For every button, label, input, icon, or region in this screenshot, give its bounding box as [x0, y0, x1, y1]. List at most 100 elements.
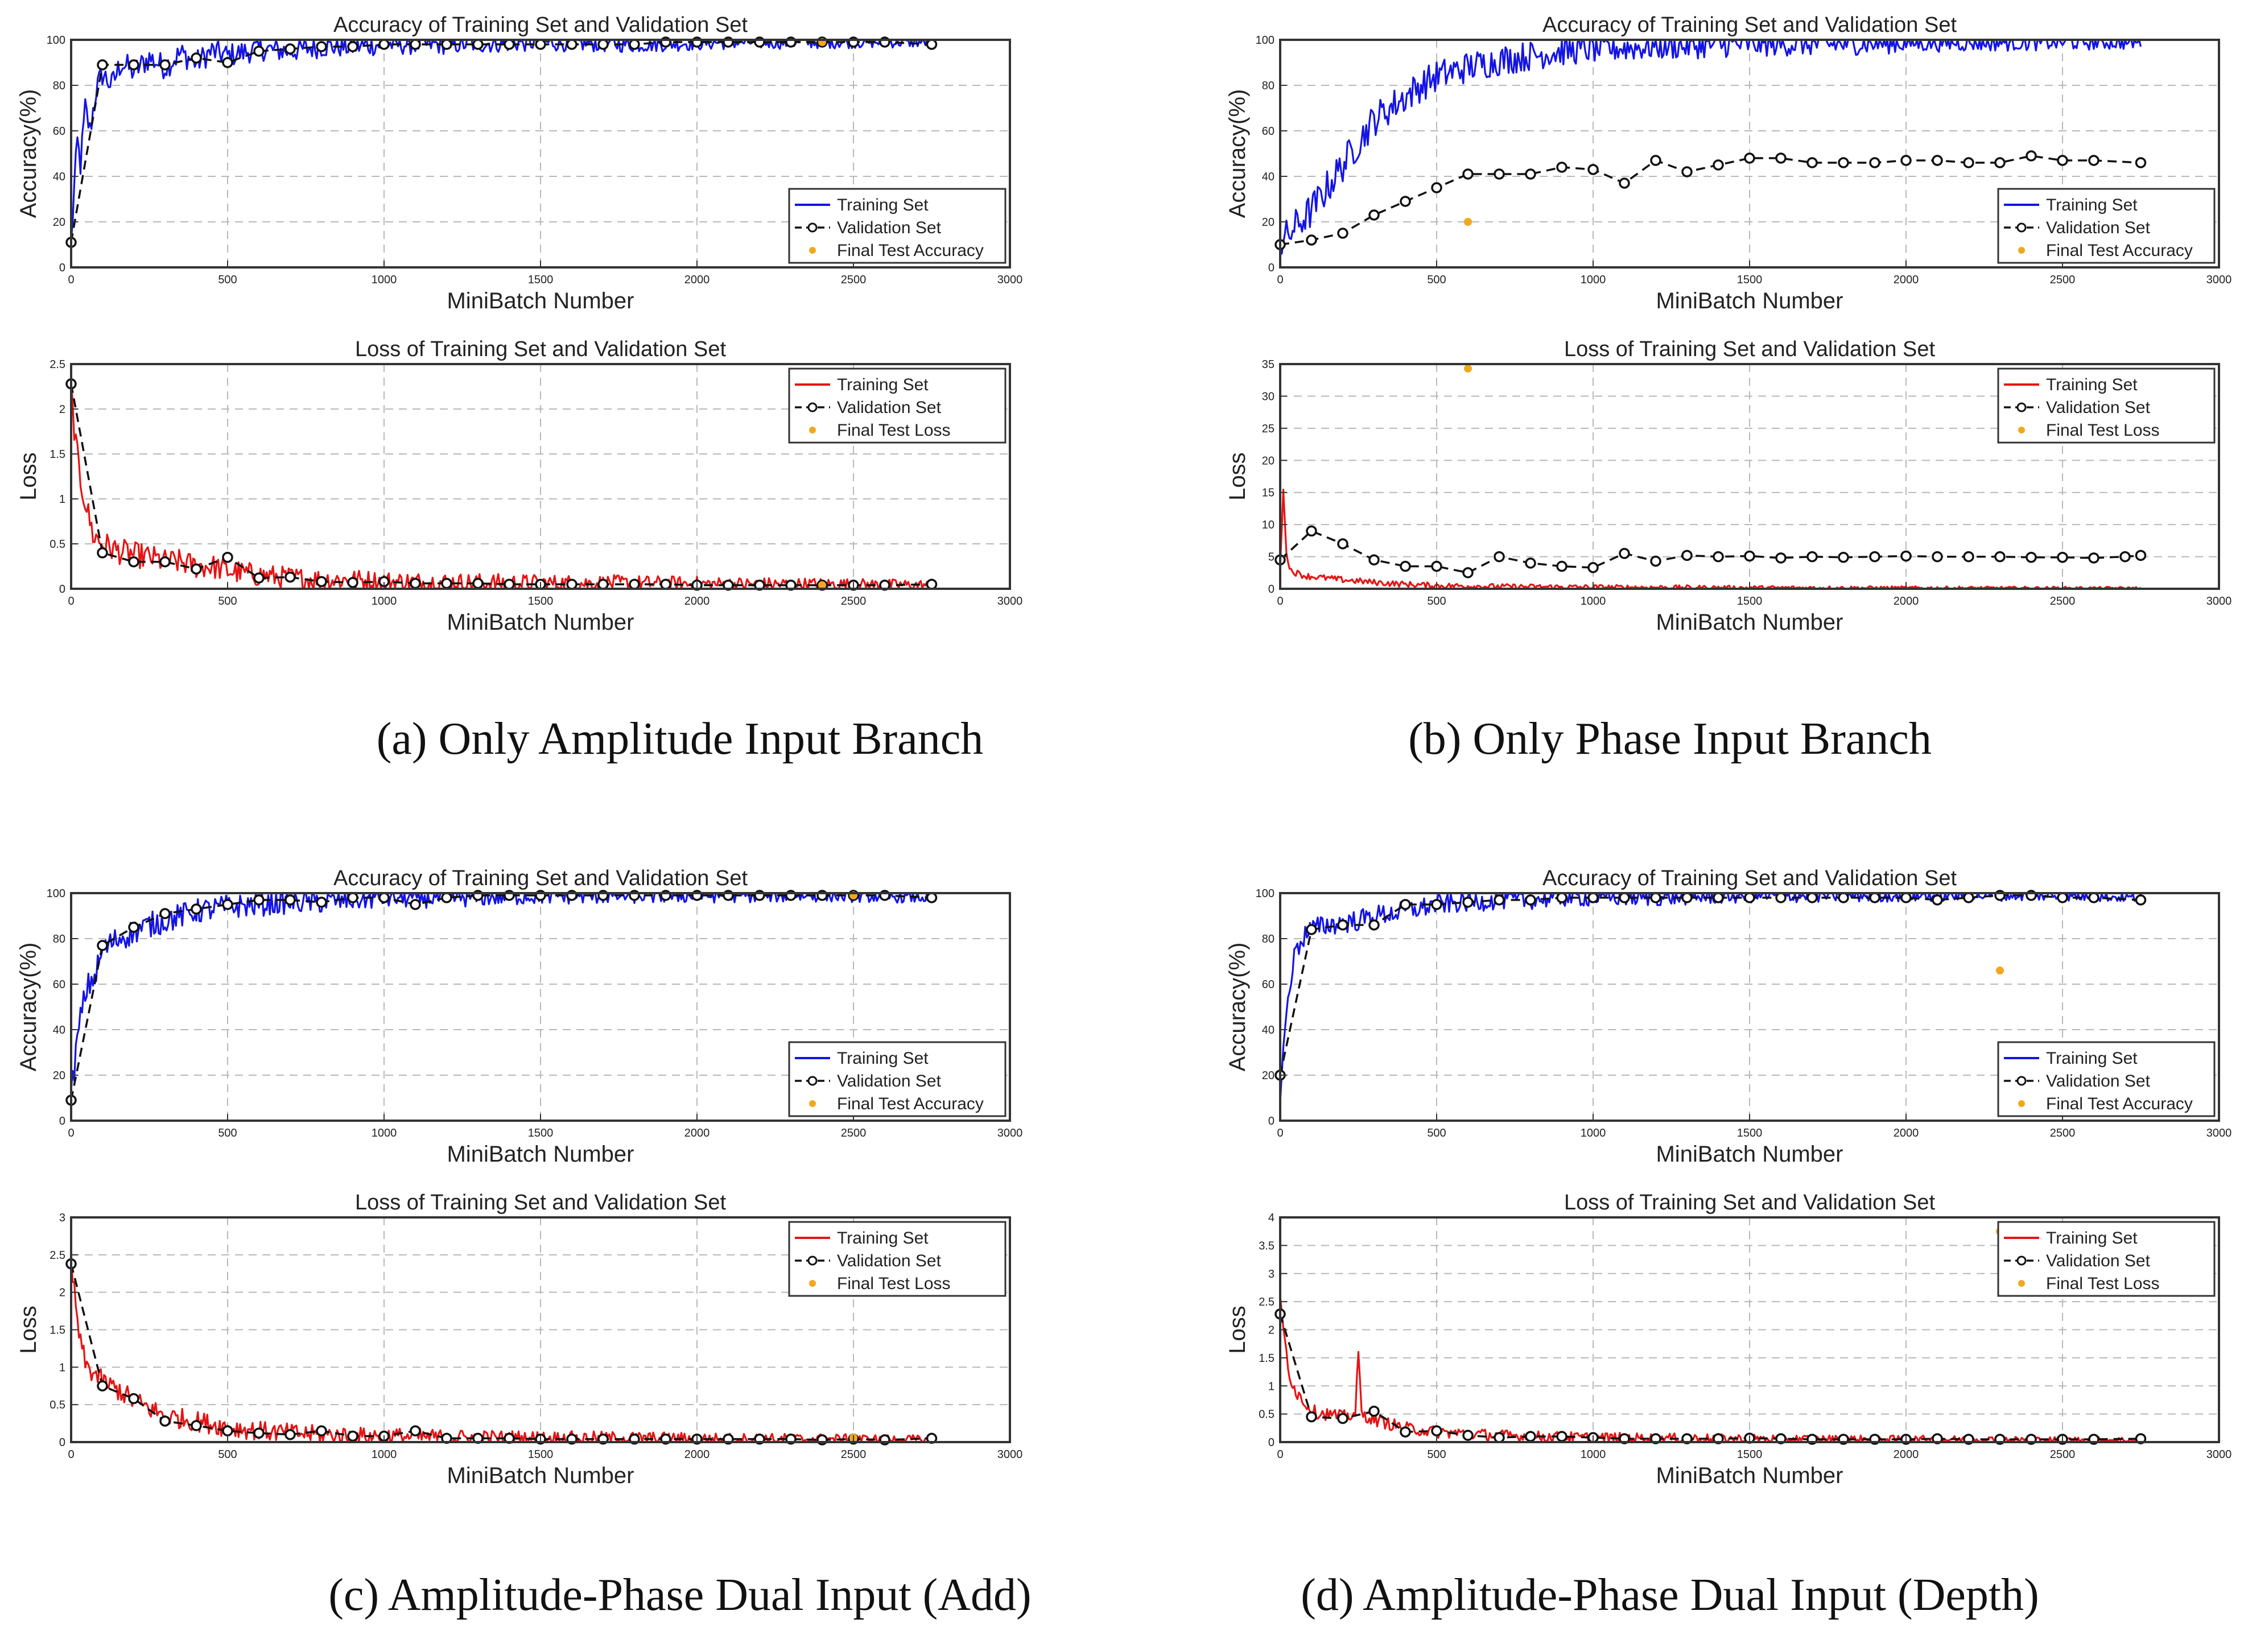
- validation-point: [1368, 919, 1380, 931]
- legend-label: Training Set: [837, 196, 929, 214]
- y-tick-label: 2.5: [50, 1249, 65, 1262]
- x-tick-label: 2500: [841, 274, 867, 286]
- x-tick-label: 1500: [528, 1448, 554, 1461]
- y-tick-label: 100: [47, 887, 65, 900]
- y-axis-label: Accuracy(%): [16, 89, 41, 218]
- validation-point: [504, 39, 515, 50]
- legend-box: [1997, 1221, 2216, 1297]
- validation-point: [1838, 892, 1849, 903]
- x-tick-label: 1000: [372, 1127, 397, 1139]
- validation-point: [472, 39, 484, 50]
- y-tick-label: 0: [59, 262, 65, 274]
- y-tick-label: 0: [59, 583, 65, 596]
- legend: Training Set Validation Set Final Test Los…: [788, 1221, 1006, 1297]
- legend-label: Final Test Loss: [837, 1274, 951, 1293]
- panel-title: Loss of Training Set and Validation Set: [355, 337, 726, 361]
- series-training-line: [1279, 39, 2142, 255]
- x-tick-label: 2000: [684, 1448, 710, 1461]
- series-validation-line: [70, 383, 932, 587]
- validation-point: [159, 1415, 171, 1427]
- legend-swatch-final-test: [809, 1100, 816, 1107]
- validation-point: [1462, 1430, 1474, 1441]
- panel-0-accuracy: 0 500 1000 1500 2000 2500 3000 0 20 40 60 80 100 Accu…: [16, 13, 1022, 313]
- x-tick-label: 2500: [841, 1448, 867, 1461]
- validation-point: [1806, 157, 1818, 168]
- validation-point: [2135, 157, 2147, 168]
- x-tick-label: 3000: [997, 274, 1023, 286]
- x-tick-label: 3000: [997, 1448, 1023, 1461]
- legend-swatch-final-test: [2018, 427, 2025, 433]
- validation-point: [1525, 168, 1536, 180]
- subfigure-caption: (b) Only Phase Input Branch: [1408, 714, 1932, 764]
- validation-point: [1368, 554, 1380, 565]
- legend-swatch-final-test: [2018, 247, 2025, 254]
- x-axis-label: MiniBatch Number: [1656, 288, 1843, 313]
- y-tick-label: 40: [53, 171, 65, 183]
- validation-point: [1681, 892, 1693, 903]
- validation-point: [2088, 552, 2099, 564]
- legend: Training Set Validation Set Final Test Acc…: [788, 188, 1006, 264]
- y-tick-label: 60: [53, 125, 65, 138]
- legend-label: Validation Set: [2046, 1072, 2151, 1091]
- validation-point: [284, 571, 296, 583]
- validation-point: [1932, 551, 1943, 563]
- legend: Training Set Validation Set Final Test Los…: [788, 367, 1006, 444]
- x-tick-label: 1000: [1581, 1127, 1606, 1139]
- legend-label: Validation Set: [837, 1072, 942, 1091]
- legend-label: Final Test Loss: [2046, 421, 2160, 440]
- x-tick-label: 500: [218, 274, 237, 286]
- x-tick-label: 3000: [997, 1127, 1023, 1139]
- legend-swatch-validation-marker: [807, 1076, 818, 1086]
- x-tick-label: 0: [68, 274, 74, 286]
- validation-point: [1525, 894, 1536, 906]
- validation-point: [441, 892, 452, 903]
- legend-label: Training Set: [2046, 1229, 2138, 1248]
- x-tick-label: 1000: [372, 274, 397, 286]
- legend: Training Set Validation Set Final Test Acc…: [1997, 188, 2216, 264]
- x-tick-label: 2000: [684, 595, 710, 608]
- panel-title: Accuracy of Training Set and Validation …: [333, 13, 748, 37]
- series-validation-line: [1279, 1314, 2141, 1440]
- x-tick-label: 500: [1427, 595, 1446, 608]
- y-axis-label: Loss: [1225, 452, 1250, 501]
- validation-point: [347, 577, 358, 588]
- validation-point: [1587, 164, 1599, 175]
- validation-point: [926, 39, 938, 50]
- x-tick-label: 1500: [1737, 1448, 1763, 1461]
- legend-swatch-validation-marker: [2016, 222, 2027, 233]
- legend-label: Final Test Accuracy: [2046, 241, 2193, 260]
- x-tick-label: 1500: [528, 1127, 554, 1139]
- y-tick-label: 100: [1256, 34, 1274, 47]
- validation-point: [1869, 892, 1880, 903]
- validation-point: [597, 579, 609, 590]
- validation-point: [1306, 1411, 1317, 1423]
- y-tick-label: 1: [1268, 1380, 1274, 1393]
- x-tick-label: 2000: [684, 1127, 710, 1139]
- validation-point: [97, 1380, 108, 1391]
- y-tick-label: 0: [59, 1115, 65, 1128]
- y-tick-label: 80: [1262, 933, 1274, 945]
- validation-point: [222, 1425, 233, 1436]
- legend-swatch-validation-marker: [2016, 1076, 2027, 1086]
- validation-point: [1869, 551, 1880, 563]
- validation-point: [1744, 550, 1755, 562]
- panel-title: Accuracy of Training Set and Validation …: [333, 866, 748, 890]
- y-tick-label: 5: [1268, 551, 1274, 564]
- legend-box: [1997, 188, 2216, 264]
- y-tick-label: 80: [53, 933, 65, 945]
- validation-point: [1775, 152, 1787, 164]
- x-tick-label: 3000: [2206, 274, 2232, 286]
- legend-swatch-validation-marker: [807, 222, 818, 233]
- x-tick-label: 1000: [372, 1448, 397, 1461]
- validation-point: [597, 39, 609, 50]
- y-tick-label: 0: [59, 1436, 65, 1449]
- panel-1-accuracy: 0 500 1000 1500 2000 2500 3000 0 20 40 60 80 100 Accu…: [1225, 13, 2231, 313]
- validation-point: [1400, 196, 1411, 207]
- validation-point: [441, 39, 452, 50]
- legend-swatch-validation-marker: [807, 402, 818, 412]
- x-axis-label: MiniBatch Number: [447, 610, 634, 635]
- y-tick-label: 15: [1262, 487, 1274, 499]
- legend-box: [788, 1041, 1006, 1117]
- validation-point: [629, 579, 640, 590]
- validation-point: [1963, 551, 1974, 563]
